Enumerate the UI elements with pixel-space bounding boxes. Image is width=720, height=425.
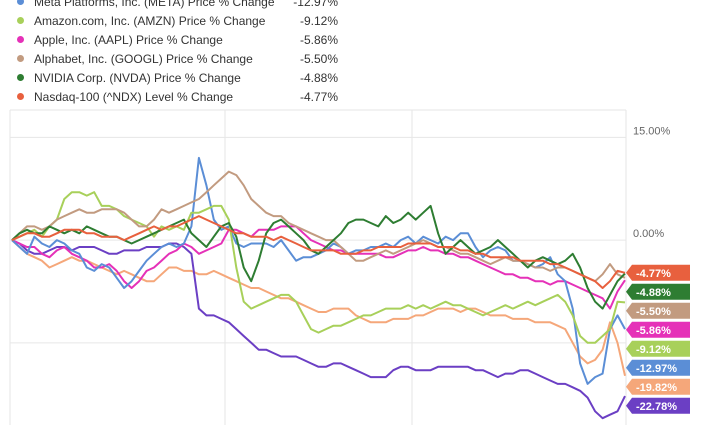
legend-dot-icon — [17, 36, 24, 43]
legend-item: NVIDIA Corp. (NVDA) Price % Change -4.88% — [0, 69, 360, 88]
series-line — [11, 239, 626, 420]
legend-dot-icon — [17, 93, 24, 100]
end-label-text: -4.88% — [636, 287, 671, 299]
legend-item: Alphabet, Inc. (GOOGL) Price % Change -5.… — [0, 50, 360, 69]
end-value-label: -5.50% — [626, 302, 690, 319]
end-label-text: -12.97% — [636, 363, 677, 375]
end-value-label: -12.97% — [626, 359, 690, 376]
legend-label: NVIDIA Corp. (NVDA) Price % Change — [34, 71, 241, 85]
end-value-label: -19.82% — [626, 378, 690, 395]
legend-item: Apple, Inc. (AAPL) Price % Change -5.86% — [0, 31, 360, 50]
end-value-label: -5.86% — [626, 321, 690, 338]
end-label-box — [626, 283, 690, 300]
legend-label: Meta Platforms, Inc. (META) Price % Chan… — [34, 0, 275, 9]
series-line — [11, 215, 626, 289]
end-label-box — [626, 397, 690, 414]
legend-label: Apple, Inc. (AAPL) Price % Change — [34, 33, 223, 47]
series-line — [11, 156, 626, 385]
legend-value: -4.88% — [299, 71, 338, 85]
end-label-text: -19.82% — [636, 382, 677, 394]
legend-dot-icon — [17, 55, 24, 62]
end-label-box — [626, 264, 690, 281]
end-label-text: -4.77% — [636, 268, 671, 280]
end-label-text: -5.50% — [636, 306, 671, 318]
end-label-box — [626, 378, 690, 395]
end-value-label: -4.77% — [626, 264, 690, 281]
series-line — [11, 191, 626, 344]
legend-label: Alphabet, Inc. (GOOGL) Price % Change — [34, 52, 253, 66]
end-label-box — [626, 302, 690, 319]
chart-legend: Meta Platforms, Inc. (META) Price % Chan… — [0, 0, 360, 107]
end-label-box — [626, 321, 690, 338]
end-value-labels: -4.77% -4.88% -5.50% -5.86% -9.12% -12.97% -19… — [626, 264, 690, 414]
legend-value: -12.97% — [293, 0, 338, 9]
series-line — [11, 225, 626, 310]
legend-dot-icon — [17, 0, 24, 5]
series-line — [11, 204, 626, 310]
end-label-text: -22.78% — [636, 401, 677, 413]
y-tick-label: 15.00% — [633, 125, 671, 137]
end-label-box — [626, 359, 690, 376]
legend-value: -5.50% — [299, 52, 338, 66]
legend-label: Amazon.com, Inc. (AMZN) Price % Change — [34, 14, 266, 28]
end-label-box — [626, 340, 690, 357]
end-value-label: -4.88% — [626, 283, 690, 300]
series-lines — [11, 156, 626, 420]
y-axis-ticks: 15.00% 0.00% — [633, 125, 671, 240]
legend-item: Meta Platforms, Inc. (META) Price % Chan… — [0, 0, 360, 12]
legend-item: Amazon.com, Inc. (AMZN) Price % Change -9… — [0, 12, 360, 31]
legend-dot-icon — [17, 74, 24, 81]
grid-lines — [9, 109, 627, 425]
end-label-text: -5.86% — [636, 325, 671, 337]
end-value-label: -22.78% — [626, 397, 690, 414]
legend-value: -9.12% — [299, 14, 338, 28]
legend-label: Nasdaq-100 (^NDX) Level % Change — [34, 90, 234, 104]
legend-value: -5.86% — [299, 33, 338, 47]
legend-item: Nasdaq-100 (^NDX) Level % Change -4.77% — [0, 88, 360, 107]
end-value-label: -9.12% — [626, 340, 690, 357]
legend-dot-icon — [17, 17, 24, 24]
end-label-text: -9.12% — [636, 344, 671, 356]
y-tick-label: 0.00% — [633, 228, 664, 240]
legend-value: -4.77% — [299, 90, 338, 104]
